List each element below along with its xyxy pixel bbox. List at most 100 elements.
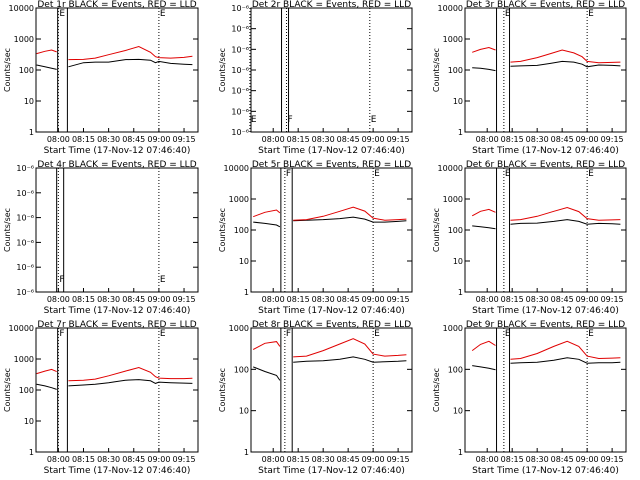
y-tick-label: 100 [448, 365, 463, 374]
data-gap-band [496, 7, 511, 133]
y-tick-label: 1 [29, 128, 34, 137]
y-tick-label: 10 [453, 97, 463, 106]
marker-label: E [59, 9, 65, 19]
panel-title: Det 8r BLACK = Events, RED = LLD [252, 320, 411, 330]
panel-4: Det 4r BLACK = Events, RED = LLD F E 10⁻⁶ 10… [3, 160, 199, 316]
events-line [472, 67, 496, 72]
y-axis-label: Counts/sec [3, 48, 12, 92]
y-tick-label: 1000 [443, 195, 463, 204]
y-tick-label: 10 [24, 417, 34, 426]
x-tick-label: 09:15 [601, 295, 624, 304]
x-tick-label: 09:15 [173, 455, 196, 464]
y-tick-label: 10⁻⁶ [231, 4, 249, 13]
y-tick-label: 10⁻⁶ [16, 189, 34, 198]
y-tick-label: 1 [244, 288, 249, 297]
x-tick-label: 08:45 [337, 295, 360, 304]
x-tick-label: 08:00 [262, 455, 285, 464]
plot-frame [35, 7, 199, 133]
plot-frame [464, 7, 627, 133]
x-tick-label: 09:00 [576, 295, 599, 304]
y-tick-label: 10⁻⁶ [16, 263, 34, 272]
lld-line [471, 340, 496, 352]
y-tick-label: 1000 [443, 35, 463, 44]
marker-label: E [251, 115, 257, 125]
data-gap-band [280, 167, 293, 293]
x-tick-label: 08:30 [526, 295, 549, 304]
data-gap-band [57, 327, 68, 453]
x-axis-label: Start Time (17-Nov-12 07:46:40) [472, 466, 619, 476]
marker-label: E [160, 9, 166, 19]
x-tick-label: 08:30 [97, 455, 120, 464]
plot-frame [464, 167, 627, 293]
lld-line [510, 340, 621, 360]
x-tick-label: 08:00 [47, 295, 70, 304]
y-tick-label: 100 [234, 226, 249, 235]
marker-label: E [505, 9, 511, 19]
y-axis-label: Counts/sec [218, 208, 227, 252]
x-tick-label: 09:15 [173, 135, 196, 144]
y-tick-label: 10 [239, 257, 249, 266]
events-line [253, 221, 281, 228]
x-tick-label: 08:30 [312, 455, 335, 464]
events-line [36, 383, 57, 390]
x-tick-label: 08:30 [526, 135, 549, 144]
x-tick-label: 08:45 [122, 455, 145, 464]
events-line [293, 216, 407, 223]
panel-title: Det 1r BLACK = Events, RED = LLD [37, 0, 196, 10]
y-tick-label: 10 [239, 407, 249, 416]
y-tick-label: 10000 [224, 164, 249, 173]
x-tick-label: 08:30 [312, 295, 335, 304]
y-tick-label: 100 [19, 386, 34, 395]
x-tick-label: 09:00 [147, 135, 170, 144]
x-tick-label: 08:15 [72, 135, 95, 144]
x-tick-label: 08:00 [262, 135, 285, 144]
x-tick-label: 08:00 [47, 135, 70, 144]
y-tick-label: 1 [458, 448, 463, 457]
y-tick-label: 10⁻⁶ [16, 164, 34, 173]
y-tick-label: 10 [453, 407, 463, 416]
x-tick-label: 08:45 [337, 135, 360, 144]
panel-title: Det 9r BLACK = Events, RED = LLD [466, 320, 625, 330]
x-tick-label: 09:00 [362, 455, 385, 464]
x-axis-label: Start Time (17-Nov-12 07:46:40) [44, 466, 191, 476]
x-tick-label: 09:00 [362, 295, 385, 304]
y-tick-label: 10⁻⁶ [231, 107, 249, 116]
y-tick-label: 100 [448, 226, 463, 235]
x-tick-label: 08:30 [526, 455, 549, 464]
marker-label: E [588, 329, 594, 339]
y-tick-label: 1000 [443, 324, 463, 333]
x-tick-label: 08:15 [72, 455, 95, 464]
events-line [68, 379, 193, 387]
marker-label: E [374, 329, 380, 339]
y-tick-label: 10 [453, 257, 463, 266]
marker-label: E [588, 169, 594, 179]
x-tick-label: 08:15 [72, 295, 95, 304]
data-gap-band [496, 167, 511, 293]
x-tick-label: 09:15 [387, 135, 410, 144]
y-tick-label: 10 [24, 97, 34, 106]
lld-line [68, 45, 193, 61]
x-tick-label: 09:00 [362, 135, 385, 144]
y-tick-label: 100 [19, 66, 34, 75]
x-tick-label: 08:15 [287, 455, 310, 464]
y-tick-label: 10000 [438, 4, 463, 13]
y-axis-label: Counts/sec [3, 208, 12, 252]
plot-frame [250, 7, 413, 133]
y-tick-label: 1 [458, 128, 463, 137]
x-tick-label: 08:45 [337, 455, 360, 464]
plot-frame [35, 327, 199, 453]
x-axis-label: Start Time (17-Nov-12 07:46:40) [258, 306, 405, 316]
x-tick-label: 09:00 [576, 135, 599, 144]
data-gap-band [57, 7, 68, 133]
x-axis-label: Start Time (17-Nov-12 07:46:40) [44, 146, 191, 156]
lld-line [471, 208, 496, 217]
x-tick-label: 09:15 [173, 295, 196, 304]
y-tick-label: 10000 [9, 324, 34, 333]
x-tick-label: 08:00 [47, 455, 70, 464]
y-axis-label: Counts/sec [3, 368, 12, 412]
x-tick-label: 09:15 [601, 135, 624, 144]
